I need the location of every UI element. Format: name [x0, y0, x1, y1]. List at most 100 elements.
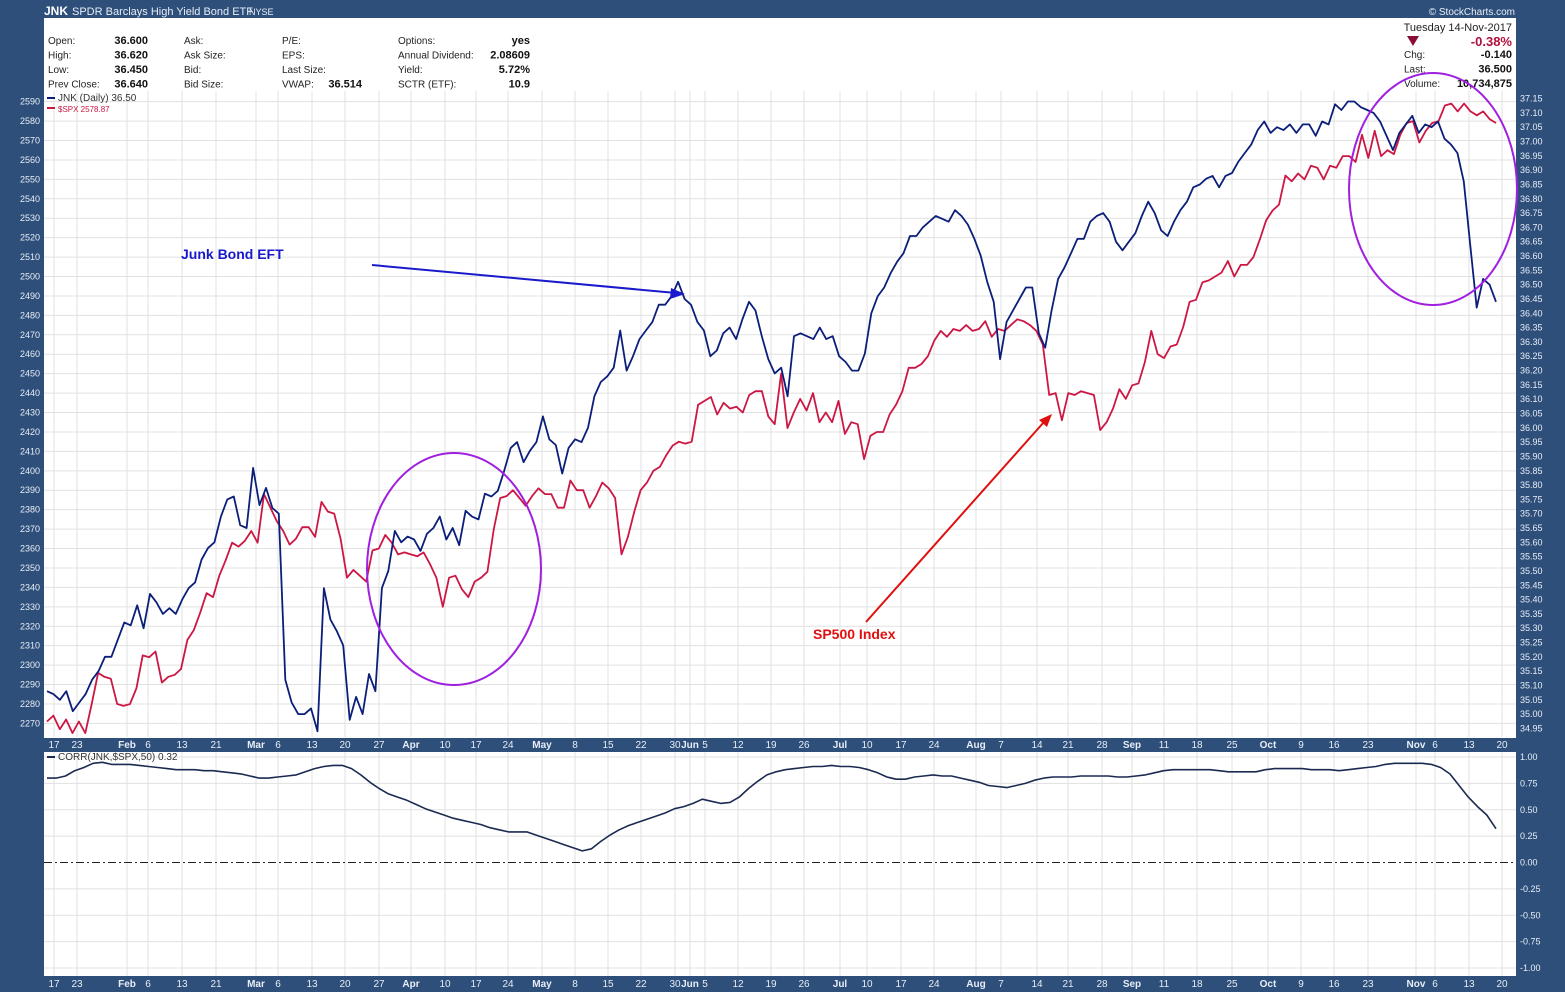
annotation-sp500: SP500 Index [813, 626, 896, 642]
x-tick-label: 10 [439, 740, 451, 751]
x-tick-label: 10 [439, 979, 451, 990]
quote-label: Low: [48, 65, 69, 76]
x-tick-label: 23 [1362, 979, 1374, 990]
left-tick-label: 2420 [20, 427, 40, 437]
x-tick-label: 14 [1031, 979, 1043, 990]
x-tick-label: 13 [176, 979, 188, 990]
x-tick-label: 25 [1226, 979, 1238, 990]
corr-panel [44, 752, 1516, 976]
left-tick-label: 2500 [20, 272, 40, 282]
quote-value: 36.514 [328, 79, 363, 91]
right-tick-label: 35.75 [1520, 494, 1543, 504]
x-tick-label: 17 [470, 979, 482, 990]
x-tick-label: 24 [928, 979, 940, 990]
quote-label: Last Size: [282, 65, 326, 76]
highlight-circle-november [1348, 72, 1518, 306]
left-tick-label: 2440 [20, 388, 40, 398]
x-tick-label: 19 [765, 740, 777, 751]
x-tick-label: 20 [1496, 979, 1508, 990]
right-tick-label: 35.70 [1520, 509, 1543, 519]
x-tick-label: 7 [998, 740, 1004, 751]
corr-tick-label: 1.00 [1520, 752, 1538, 762]
x-tick-label: 28 [1096, 740, 1108, 751]
x-tick-label: 14 [1031, 740, 1043, 751]
quote-table: Open: 36.600 High: 36.620 Low: 36.450 Prev Clo… [48, 35, 530, 91]
corr-tick-label: -0.75 [1520, 937, 1541, 947]
x-tick-label: May [532, 740, 552, 751]
x-tick-label: Nov [1407, 979, 1426, 990]
x-tick-label: 15 [602, 979, 614, 990]
quote-label: VWAP: [282, 80, 314, 91]
quote-right-value: 10,734,875 [1457, 78, 1512, 90]
left-tick-label: 2400 [20, 466, 40, 476]
x-tick-label: 30 [669, 979, 681, 990]
right-tick-label: 37.00 [1520, 137, 1543, 147]
x-tick-label: Feb [118, 740, 136, 751]
x-tick-label: Jun [681, 740, 699, 751]
x-axis-top: 17 23 Feb 6 13 21 Mar 6 13 20 27 Apr 10 17 24 May 8 15 22 3… [48, 740, 1508, 751]
x-tick-label: Aug [966, 740, 985, 751]
left-tick-label: 2300 [20, 660, 40, 670]
x-tick-label: 28 [1096, 979, 1108, 990]
right-tick-label: 35.35 [1520, 609, 1543, 619]
right-tick-label: 36.75 [1520, 208, 1543, 218]
right-tick-label: 36.45 [1520, 294, 1543, 304]
corr-tick-label: -0.50 [1520, 910, 1541, 920]
left-tick-label: 2340 [20, 582, 40, 592]
left-axis: 2270 2280 2290 2300 2310 2320 2330 2340 2350 2360… [20, 97, 40, 729]
left-tick-label: 2460 [20, 349, 40, 359]
left-tick-label: 2480 [20, 310, 40, 320]
right-tick-label: 35.05 [1520, 695, 1543, 705]
left-tick-label: 2430 [20, 408, 40, 418]
right-tick-label: 34.95 [1520, 723, 1543, 733]
quote-label: Yield: [398, 65, 423, 76]
x-tick-label: 26 [798, 740, 810, 751]
series-layer [46, 100, 1497, 734]
right-tick-label: 36.40 [1520, 308, 1543, 318]
quote-label: Annual Dividend: [398, 51, 474, 62]
annotation-junk-bond: Junk Bond EFT [181, 246, 284, 262]
symbol-name: SPDR Barclays High Yield Bond ETF [72, 6, 253, 18]
annotation-sp500-arrow [865, 421, 1045, 623]
x-tick-label: Mar [247, 740, 265, 751]
price-grid [44, 90, 1516, 737]
x-tick-label: Aug [966, 979, 985, 990]
x-tick-label: 13 [306, 979, 318, 990]
right-tick-label: 35.15 [1520, 666, 1543, 676]
x-tick-label: 21 [1062, 979, 1074, 990]
spx-line [46, 102, 1497, 734]
x-tick-label: Feb [118, 979, 136, 990]
x-tick-label: 17 [470, 740, 482, 751]
x-tick-label: 9 [1298, 979, 1304, 990]
x-tick-label: Sep [1123, 740, 1141, 751]
right-tick-label: 35.25 [1520, 638, 1543, 648]
x-tick-label: 24 [502, 979, 514, 990]
legend-jnk: JNK (Daily) 36.50 [58, 93, 137, 104]
x-tick-label: 23 [1362, 740, 1374, 751]
left-tick-label: 2570 [20, 136, 40, 146]
x-tick-label: Mar [247, 979, 265, 990]
right-tick-label: 36.05 [1520, 409, 1543, 419]
x-tick-label: 21 [1062, 740, 1074, 751]
x-tick-label: Sep [1123, 979, 1141, 990]
legend-spx: $SPX 2578.87 [58, 105, 110, 114]
left-tick-label: 2560 [20, 155, 40, 165]
x-tick-label: 11 [1159, 979, 1170, 990]
quote-right: Chg: -0.140 Last: 36.500 Volume: 10,734,875 [1404, 49, 1512, 90]
quote-label: High: [48, 51, 71, 62]
corr-tick-label: 0.50 [1520, 805, 1538, 815]
quote-date: Tuesday 14-Nov-2017 [1404, 22, 1512, 34]
x-tick-label: Jun [681, 979, 699, 990]
left-tick-label: 2270 [20, 718, 40, 728]
x-tick-label: Jul [833, 740, 848, 751]
x-tick-label: 23 [71, 979, 83, 990]
quote-value: 36.450 [114, 64, 148, 76]
quote-label: Ask: [184, 36, 203, 47]
left-tick-label: 2380 [20, 505, 40, 515]
right-tick-label: 36.30 [1520, 337, 1543, 347]
right-tick-label: 36.80 [1520, 194, 1543, 204]
x-tick-label: 18 [1191, 740, 1203, 751]
x-tick-label: 23 [71, 740, 83, 751]
quote-label: Ask Size: [184, 51, 226, 62]
quote-value: 5.72% [499, 64, 530, 76]
